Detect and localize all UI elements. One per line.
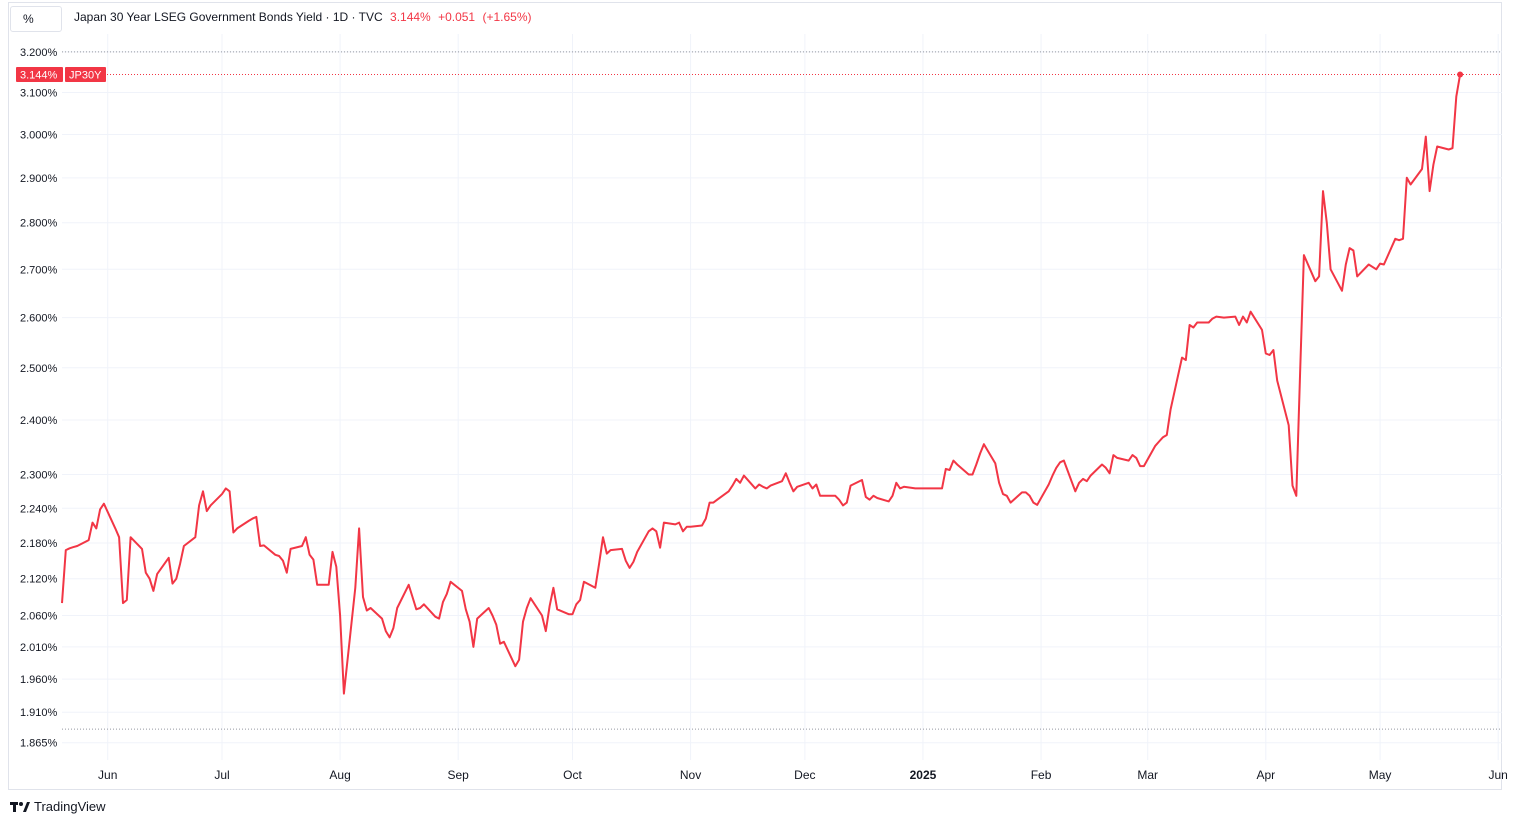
last-point-marker [1457,71,1464,78]
tradingview-logo-icon [10,801,30,812]
y-tick-label: 2.010% [20,642,58,654]
x-tick-label: Jul [214,768,229,782]
price-tag: 3.144% JP30Y [16,66,106,82]
y-tick-label: 3.100% [20,87,58,99]
x-tick-label: Oct [563,768,582,782]
change-value: +0.051 [438,10,476,24]
y-tick-label: 2.060% [20,610,58,622]
tradingview-branding[interactable]: TradingView [10,799,106,814]
legend-separator-1: · [325,10,333,24]
y-tick-label: 3.000% [20,129,58,141]
interval-label[interactable]: 1D [332,10,349,24]
legend-separator-2: · [351,10,359,24]
y-tick-label: 2.180% [20,538,58,550]
y-tick-label: 2.600% [20,313,58,325]
price-tag-value-bg [16,66,63,82]
y-tick-label: 1.865% [20,738,58,750]
x-tick-label: Jun [98,768,117,782]
x-tick-label: Dec [794,768,815,782]
x-tick-label: Sep [448,768,470,782]
unit-selector-button[interactable]: % [10,6,62,32]
x-tick-label: Jun [1489,768,1508,782]
symbol-title[interactable]: Japan 30 Year LSEG Government Bonds Yiel… [74,10,323,24]
x-axis[interactable]: Jun Jul Aug Sep Oct Nov Dec 2025 Feb Mar Apr May Jun [98,768,1508,782]
x-tick-label: 2025 [910,768,937,782]
change-percent: (+1.65%) [482,10,532,24]
y-tick-label: 2.500% [20,363,58,375]
x-tick-label: Apr [1256,768,1275,782]
chart-frame [8,2,1502,790]
y-tick-label: 2.800% [20,218,58,230]
tradingview-name: TradingView [34,799,106,814]
dotted-levels [62,51,1502,730]
y-tick-label: 2.300% [20,469,58,481]
y-axis[interactable]: 3.200% 3.100% 3.000% 2.900% 2.800% 2.700% 2.60… [20,47,58,750]
y-tick-label: 1.960% [20,674,58,686]
y-tick-label: 2.700% [20,264,58,276]
y-tick-label: 2.900% [20,173,58,185]
last-value: 3.144% [390,10,431,24]
grid-lines [62,34,1502,760]
x-tick-label: Aug [329,768,350,782]
chart-legend: Japan 30 Year LSEG Government Bonds Yiel… [74,10,531,24]
x-tick-label: May [1369,768,1392,782]
series-line [61,74,1462,695]
y-tick-label: 1.910% [20,707,58,719]
price-tag-value: 3.144% [20,69,58,81]
y-tick-label: 3.200% [20,47,58,59]
x-tick-label: Mar [1137,768,1158,782]
price-tag-symbol-bg [65,66,106,82]
y-tick-label: 2.400% [20,415,58,427]
price-tag-symbol: JP30Y [69,69,102,81]
y-tick-label: 2.240% [20,503,58,515]
x-tick-label: Feb [1031,768,1052,782]
source-label: TVC [358,10,383,24]
y-tick-label: 2.120% [20,574,58,586]
unit-label: % [23,12,34,26]
series-group [61,71,1464,695]
x-tick-label: Nov [680,768,701,782]
